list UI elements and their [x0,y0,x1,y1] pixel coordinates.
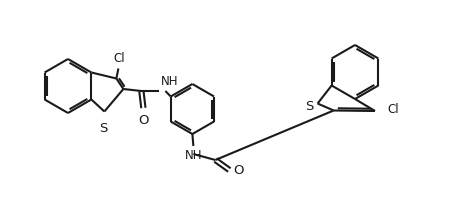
Text: NH: NH [160,75,178,88]
Text: Cl: Cl [114,52,125,64]
Text: NH: NH [185,149,202,162]
Text: S: S [99,122,108,135]
Text: O: O [233,163,244,177]
Text: S: S [305,100,314,113]
Text: Cl: Cl [387,103,399,116]
Text: O: O [138,114,149,127]
